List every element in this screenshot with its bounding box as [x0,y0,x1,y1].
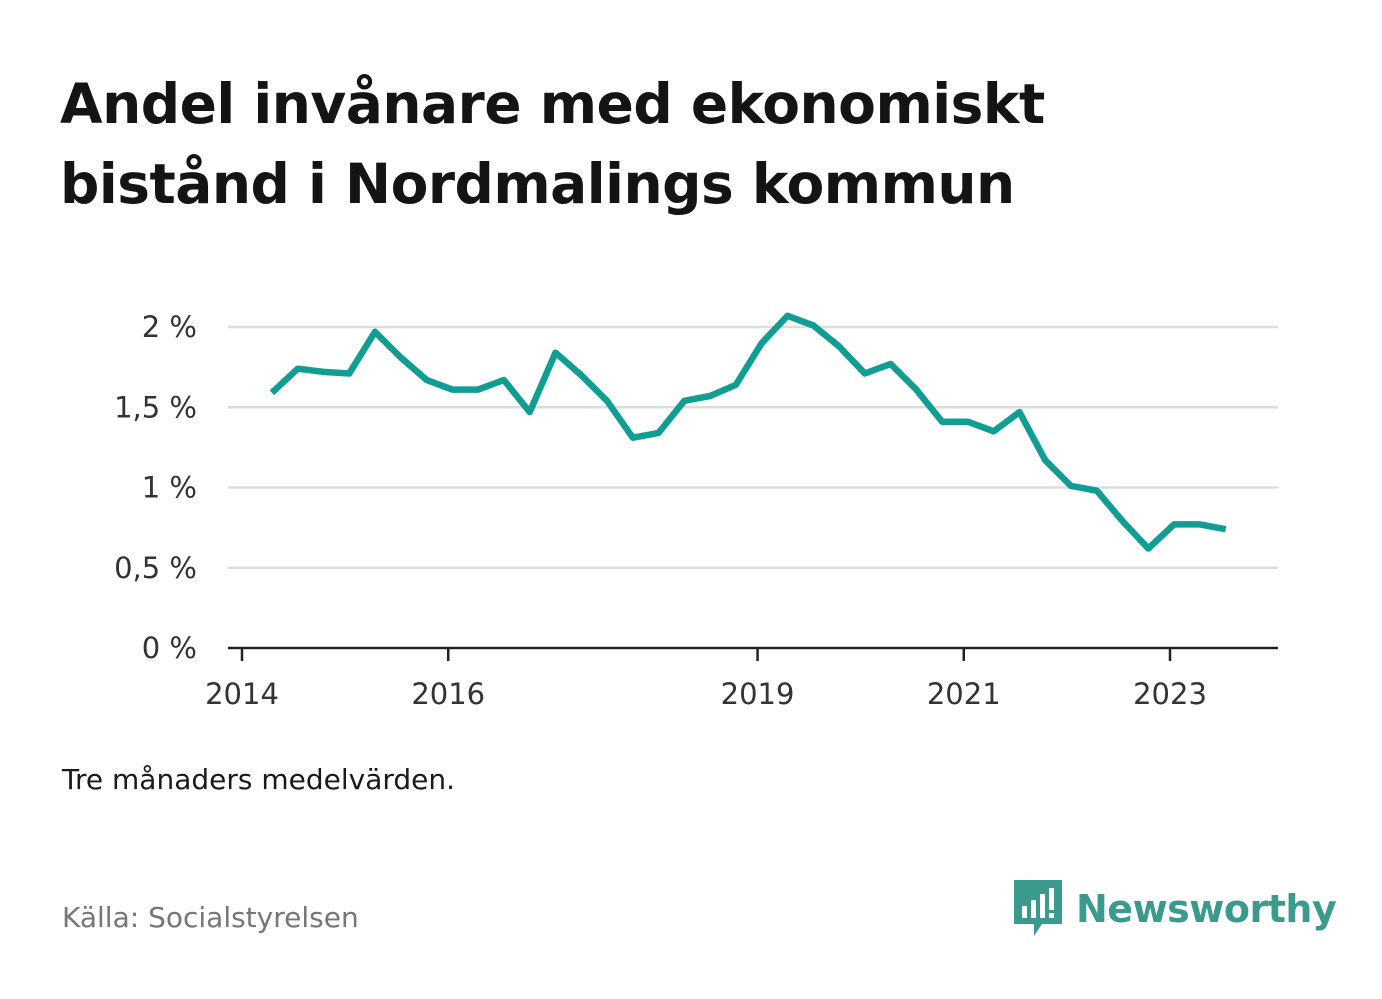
brand-logo: Newsworthy [1012,878,1337,940]
chart-note: Tre månaders medelvärden. [62,763,456,796]
source-credit: Källa: Socialstyrelsen [62,901,359,934]
brand-name: Newsworthy [1076,887,1337,931]
x-tick-label: 2021 [927,677,1001,711]
x-tick-label: 2023 [1133,677,1207,711]
x-tick-label: 2014 [205,677,279,711]
y-tick-label: 0 % [142,631,197,665]
series-line [269,312,1227,552]
y-tick-label: 0,5 % [114,551,197,585]
chart-title: Andel invånare med ekonomiskt bistånd i … [60,72,1045,216]
y-tick-label: 1,5 % [114,390,197,424]
x-tick-label: 2016 [411,677,485,711]
axes: 0 % 0,5 % 1 % 1,5 % 2 % 2014 2016 2019 2021 2023 [114,310,1278,711]
data-series [269,312,1227,552]
bar-chart-speech-bubble-icon [1014,880,1062,936]
y-tick-label: 1 % [142,471,197,505]
y-tick-label: 2 % [142,310,197,344]
x-tick-label: 2019 [721,677,795,711]
gridlines [228,325,1278,569]
